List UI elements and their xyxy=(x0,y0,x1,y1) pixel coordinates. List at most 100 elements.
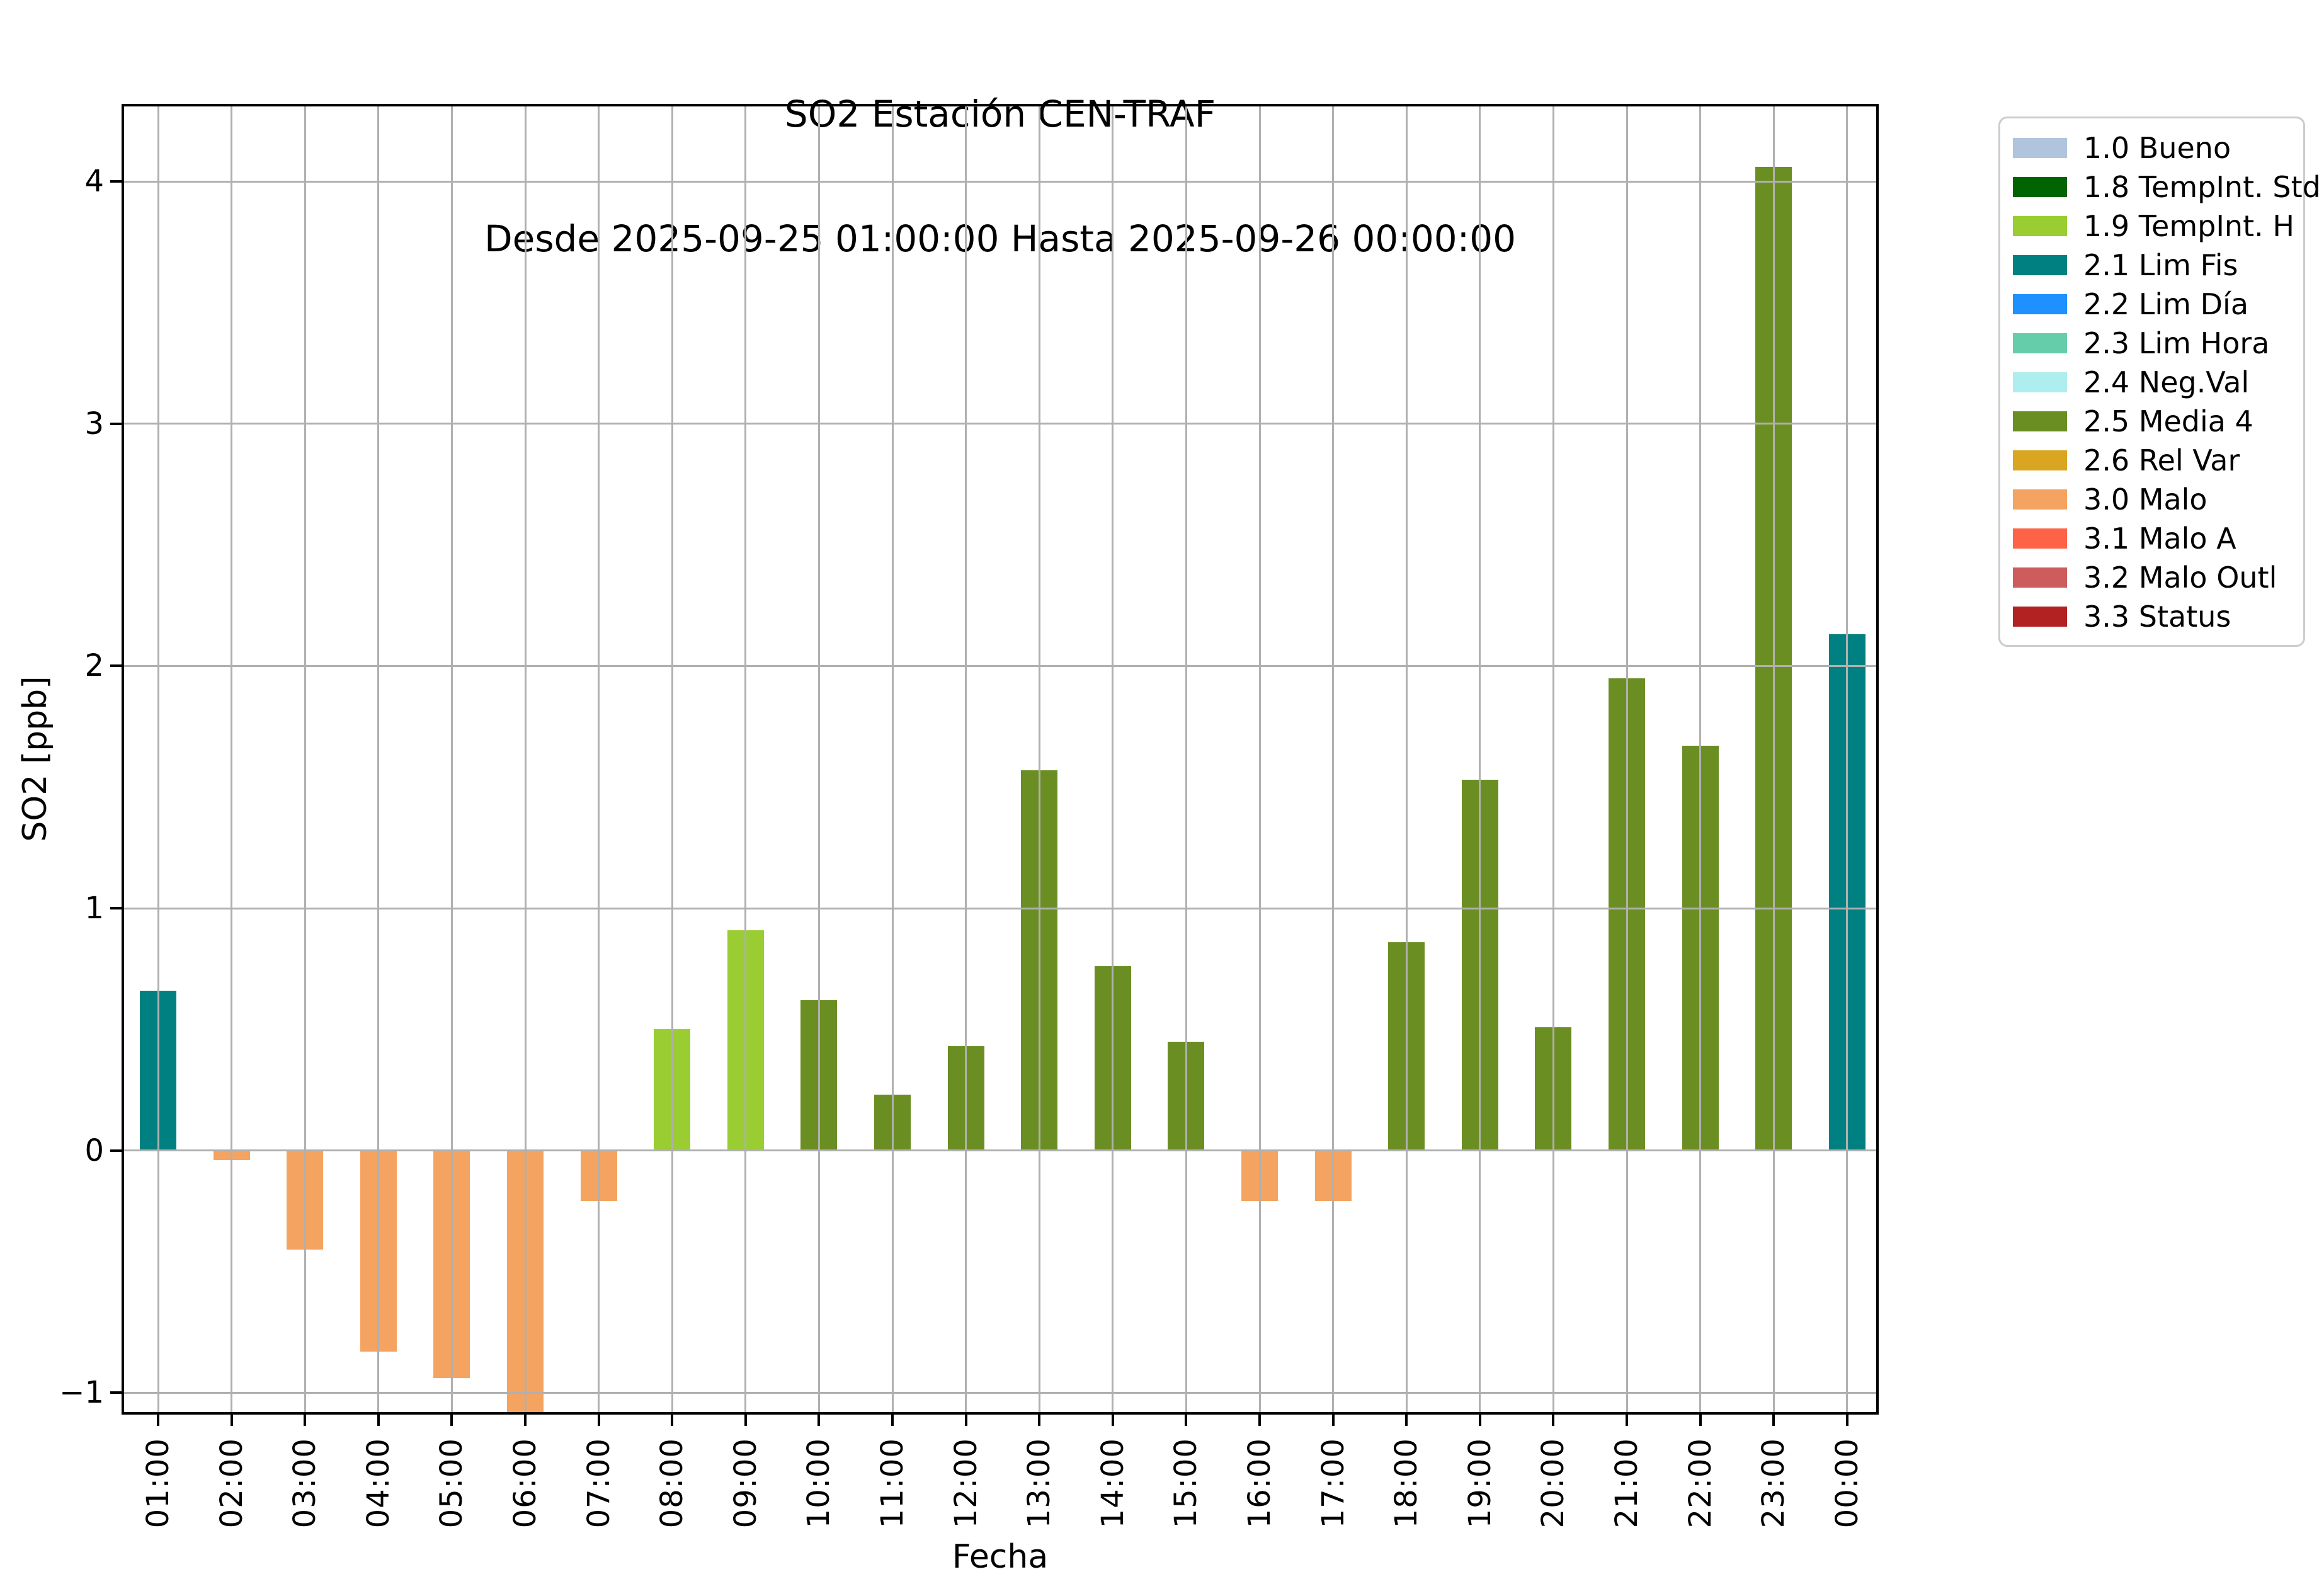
x-tick-label-12:00: 12:00 xyxy=(948,1438,984,1529)
x-tick-mark xyxy=(1038,1415,1041,1426)
x-tick-mark xyxy=(671,1415,674,1426)
gridline-vertical xyxy=(450,104,453,1415)
gridline-vertical xyxy=(1332,104,1335,1415)
x-tick-label-11:00: 11:00 xyxy=(875,1438,910,1529)
x-tick-label-17:00: 17:00 xyxy=(1315,1438,1351,1529)
y-tick-label: 4 xyxy=(84,164,104,200)
gridline-horizontal xyxy=(122,1149,1879,1152)
legend-swatch xyxy=(2013,450,2067,470)
legend-item: 2.2 Lim Día xyxy=(2000,285,2303,324)
legend-item: 2.4 Neg.Val xyxy=(2000,363,2303,402)
legend-label: 2.5 Media 4 xyxy=(2083,404,2253,438)
x-tick-mark xyxy=(230,1415,233,1426)
legend-item: 3.2 Malo Outl xyxy=(2000,558,2303,597)
y-tick-label: −1 xyxy=(59,1375,104,1411)
legend-swatch xyxy=(2013,138,2067,158)
x-tick-mark xyxy=(1331,1415,1335,1426)
gridline-horizontal xyxy=(122,907,1879,909)
x-tick-label-01:00: 01:00 xyxy=(140,1438,176,1529)
y-tick-label: 2 xyxy=(84,648,104,684)
x-tick-label-21:00: 21:00 xyxy=(1609,1438,1644,1529)
x-tick-mark xyxy=(524,1415,527,1426)
gridline-vertical xyxy=(1552,104,1554,1415)
legend-swatch xyxy=(2013,294,2067,314)
x-tick-label-04:00: 04:00 xyxy=(360,1438,396,1529)
x-tick-label-08:00: 08:00 xyxy=(654,1438,690,1529)
gridline-vertical xyxy=(1258,104,1261,1415)
gridline-horizontal xyxy=(122,664,1879,667)
legend-swatch xyxy=(2013,528,2067,549)
x-axis-label: Fecha xyxy=(952,1538,1049,1576)
x-tick-label-05:00: 05:00 xyxy=(434,1438,470,1529)
x-tick-label-16:00: 16:00 xyxy=(1242,1438,1277,1529)
x-tick-mark xyxy=(817,1415,821,1426)
legend-item: 3.1 Malo A xyxy=(2000,519,2303,558)
gridline-vertical xyxy=(1405,104,1408,1415)
chart-title: SO2 Estación CEN-TRAF Desde 2025-09-25 0… xyxy=(122,10,1879,343)
legend-swatch xyxy=(2013,607,2067,627)
legend: 1.0 Bueno 1.8 TempInt. Std 1.9 TempInt. H 2… xyxy=(1998,117,2321,647)
y-tick-label: 1 xyxy=(84,891,104,926)
legend-label: 1.9 TempInt. H xyxy=(2083,209,2294,243)
x-tick-label-13:00: 13:00 xyxy=(1022,1438,1057,1529)
gridline-vertical xyxy=(671,104,673,1415)
x-tick-label-20:00: 20:00 xyxy=(1535,1438,1571,1529)
chart-title-line2: Desde 2025-09-25 01:00:00 Hasta 2025-09-… xyxy=(484,217,1517,260)
legend-item: 1.8 TempInt. Std xyxy=(2000,168,2321,207)
y-tick-mark xyxy=(110,1149,122,1152)
x-tick-label-07:00: 07:00 xyxy=(581,1438,617,1529)
legend-label: 3.1 Malo A xyxy=(2083,522,2236,556)
x-tick-mark xyxy=(377,1415,380,1426)
y-tick-mark xyxy=(110,664,122,668)
legend-item: 2.5 Media 4 xyxy=(2000,402,2303,441)
gridline-vertical xyxy=(1479,104,1481,1415)
gridline-horizontal xyxy=(122,1391,1879,1394)
gridline-vertical xyxy=(598,104,600,1415)
legend-swatch xyxy=(2013,255,2067,275)
legend-label: 2.4 Neg.Val xyxy=(2083,365,2250,399)
gridline-vertical xyxy=(377,104,380,1415)
y-tick-label: 0 xyxy=(84,1132,104,1168)
legend-label: 3.3 Status xyxy=(2083,600,2231,634)
legend-label: 2.1 Lim Fis xyxy=(2083,248,2238,282)
gridline-vertical xyxy=(1846,104,1848,1415)
legend-swatch xyxy=(2013,489,2067,510)
gridline-horizontal xyxy=(122,423,1879,425)
legend-item: 3.0 Malo xyxy=(2000,480,2303,519)
x-tick-mark xyxy=(1626,1415,1628,1426)
legend-item: 2.1 Lim Fis xyxy=(2000,246,2303,285)
legend-label: 3.0 Malo xyxy=(2083,482,2207,516)
gridline-vertical xyxy=(157,104,159,1415)
x-tick-mark xyxy=(1405,1415,1408,1426)
gridline-vertical xyxy=(744,104,747,1415)
y-tick-label: 3 xyxy=(84,406,104,442)
legend-item: 1.0 Bueno xyxy=(2000,128,2303,168)
gridline-vertical xyxy=(1626,104,1628,1415)
legend-swatch xyxy=(2013,216,2067,236)
gridline-vertical xyxy=(1038,104,1040,1415)
x-tick-label-06:00: 06:00 xyxy=(508,1438,543,1529)
x-tick-label-14:00: 14:00 xyxy=(1095,1438,1131,1529)
x-tick-mark xyxy=(744,1415,747,1426)
x-tick-label-15:00: 15:00 xyxy=(1168,1438,1204,1529)
gridline-vertical xyxy=(231,104,233,1415)
legend-swatch xyxy=(2013,333,2067,353)
y-axis-label: SO2 [ppb] xyxy=(16,676,54,842)
gridline-vertical xyxy=(965,104,967,1415)
x-tick-mark xyxy=(1185,1415,1188,1426)
x-tick-mark xyxy=(1478,1415,1481,1426)
x-tick-mark xyxy=(964,1415,967,1426)
legend-item: 1.9 TempInt. H xyxy=(2000,207,2303,246)
x-tick-mark xyxy=(304,1415,307,1426)
x-tick-mark xyxy=(1111,1415,1114,1426)
gridline-vertical xyxy=(304,104,306,1415)
x-tick-mark xyxy=(1552,1415,1555,1426)
x-tick-label-02:00: 02:00 xyxy=(214,1438,249,1529)
legend-swatch xyxy=(2013,177,2067,197)
x-tick-mark xyxy=(1772,1415,1775,1426)
x-tick-mark xyxy=(891,1415,894,1426)
gridline-vertical xyxy=(1772,104,1775,1415)
legend-swatch xyxy=(2013,411,2067,431)
x-tick-mark xyxy=(597,1415,600,1426)
